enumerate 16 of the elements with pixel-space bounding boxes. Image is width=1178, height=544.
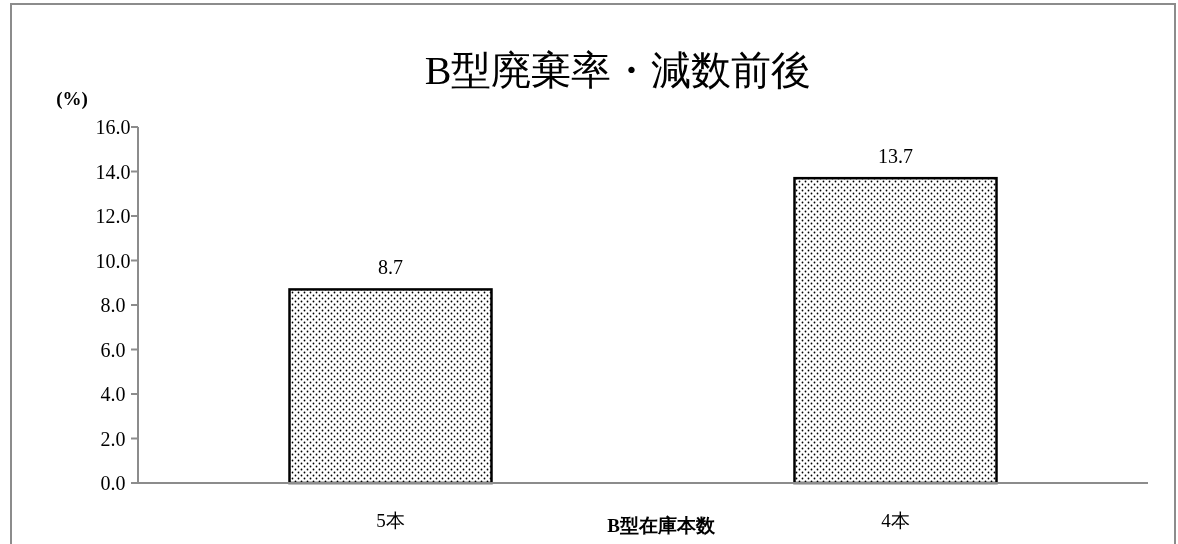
y-tick-label: 0.0: [100, 472, 126, 494]
y-tick-label: 14.0: [95, 160, 131, 183]
data-label: 13.7: [878, 145, 913, 168]
data-label: 8.7: [378, 256, 403, 279]
y-tick-label: 8.0: [100, 294, 126, 316]
x-axis-title: B型在庫本数: [607, 515, 716, 536]
y-tick-label: 2.0: [100, 427, 126, 450]
y-tick-label: 6.0: [100, 338, 126, 361]
x-tick-label: 4本: [881, 510, 910, 531]
chart-title: B型廃棄率・減数前後: [424, 48, 812, 93]
y-tick-label: 4.0: [100, 383, 126, 405]
y-axis-title: (%): [56, 88, 88, 110]
y-tick-label: 12.0: [95, 205, 131, 227]
x-tick-label: 5本: [376, 510, 405, 531]
y-tick-label: 10.0: [95, 249, 131, 272]
y-tick-label: 16.0: [95, 116, 131, 138]
